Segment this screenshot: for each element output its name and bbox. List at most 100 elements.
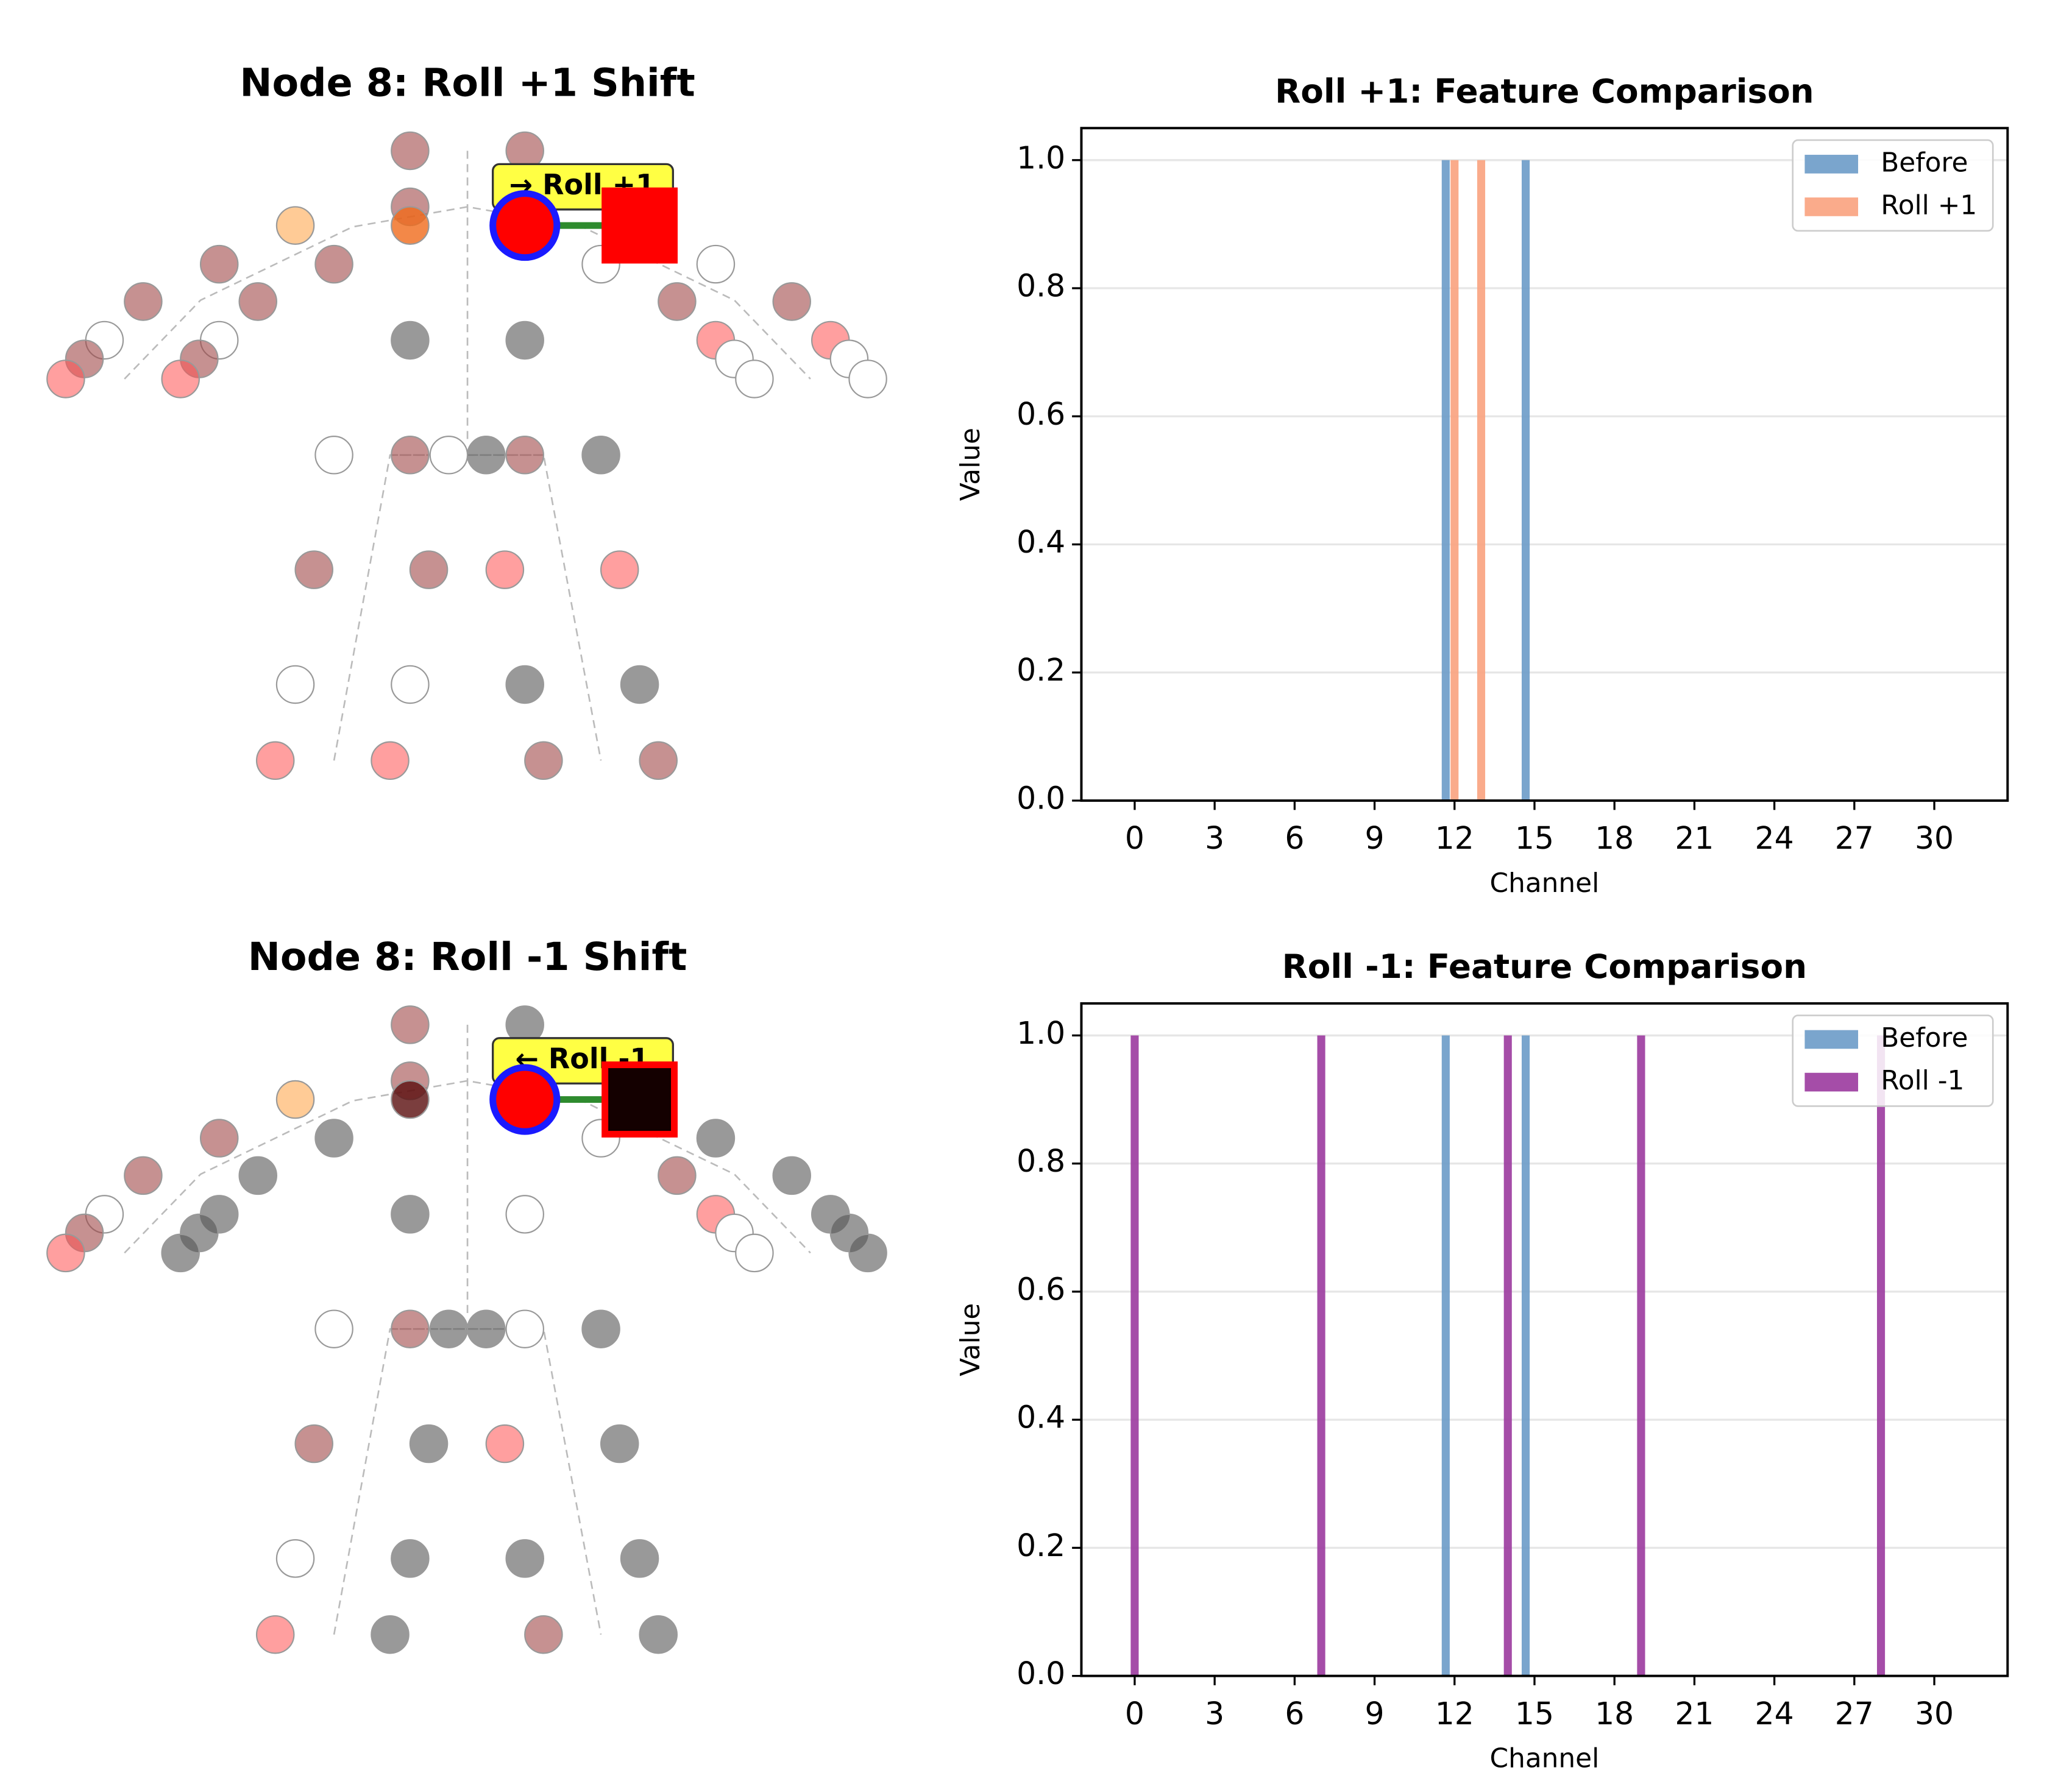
bar — [1450, 160, 1459, 801]
x-tick-label: 24 — [1755, 1696, 1794, 1732]
leg-line — [333, 1328, 602, 1635]
joint — [314, 436, 353, 475]
joint — [46, 1233, 85, 1273]
joint — [391, 1195, 430, 1234]
y-tick-label: 0.6 — [1016, 396, 1065, 432]
joint — [696, 244, 736, 284]
plot-frame — [1080, 1002, 2009, 1677]
chart-title: Roll +1: Feature Comparison — [1275, 71, 1814, 110]
x-tick-label: 30 — [1915, 820, 1954, 856]
bar — [1503, 1035, 1512, 1676]
joint — [485, 1424, 525, 1464]
joint — [505, 1309, 544, 1348]
joint — [524, 1615, 563, 1654]
joint — [391, 206, 430, 245]
x-tick-label: 3 — [1205, 1696, 1224, 1732]
chart-title: Roll -1: Feature Comparison — [1282, 947, 1807, 986]
joint — [429, 1309, 469, 1348]
joint — [391, 131, 430, 171]
legend-label: Before — [1881, 147, 1968, 178]
legend-label: Before — [1881, 1022, 1968, 1053]
x-axis-label: Channel — [1490, 1743, 1600, 1774]
y-tick-label: 0.2 — [1016, 1527, 1065, 1563]
x-tick-label: 0 — [1125, 1696, 1144, 1732]
legend-swatch — [1804, 1072, 1859, 1092]
joint — [581, 436, 620, 475]
joint — [524, 741, 563, 780]
joint — [161, 1233, 200, 1273]
joint — [409, 550, 449, 589]
joint — [255, 741, 295, 780]
joint — [429, 436, 469, 475]
y-tick-label: 0.0 — [1016, 1655, 1065, 1691]
x-tick-label: 15 — [1515, 820, 1554, 856]
x-tick-label: 27 — [1835, 1696, 1874, 1732]
bar — [1130, 1035, 1139, 1676]
legend-swatch — [1804, 155, 1859, 174]
y-tick-label: 0.2 — [1016, 652, 1065, 688]
joint — [275, 665, 315, 704]
legend-swatch — [1804, 1030, 1859, 1049]
joint — [505, 1539, 544, 1578]
y-tick-label: 0.4 — [1016, 524, 1065, 560]
bar — [1441, 160, 1450, 801]
joint — [314, 1119, 353, 1158]
joint — [238, 282, 277, 321]
joint — [600, 550, 639, 589]
x-tick-label: 9 — [1365, 820, 1385, 856]
legend-swatch — [1804, 197, 1859, 216]
joint — [124, 1156, 163, 1195]
joint — [658, 282, 697, 321]
target-node — [601, 1061, 678, 1138]
joint — [409, 1424, 449, 1464]
joint — [505, 1195, 544, 1234]
joint — [505, 665, 544, 704]
joint — [848, 1233, 887, 1273]
x-axis-label: Channel — [1490, 868, 1600, 899]
joint — [275, 1539, 315, 1578]
panel-title: Node 8: Roll +1 Shift — [239, 60, 695, 105]
x-tick-label: 21 — [1675, 1696, 1714, 1732]
arm-line — [124, 1080, 811, 1254]
x-tick-label: 9 — [1365, 1696, 1385, 1732]
joint — [581, 1309, 620, 1348]
joint — [199, 244, 239, 284]
joint — [735, 1233, 774, 1273]
y-tick-label: 1.0 — [1016, 1015, 1065, 1051]
joint — [848, 359, 887, 398]
joint — [46, 359, 85, 398]
legend-label: Roll -1 — [1881, 1065, 1964, 1096]
joint — [772, 1156, 811, 1195]
joint — [371, 741, 410, 780]
x-tick-label: 21 — [1675, 820, 1714, 856]
x-tick-label: 6 — [1285, 820, 1304, 856]
joint — [255, 1615, 295, 1654]
joint — [772, 282, 811, 321]
joint — [294, 1424, 333, 1464]
bar — [1477, 160, 1486, 801]
joint — [199, 1119, 239, 1158]
joint — [505, 320, 544, 360]
x-tick-label: 12 — [1435, 820, 1474, 856]
x-tick-label: 6 — [1285, 1696, 1304, 1732]
joint — [505, 436, 544, 475]
joint — [658, 1156, 697, 1195]
joint — [238, 1156, 277, 1195]
x-tick-label: 12 — [1435, 1696, 1474, 1732]
joint — [314, 1309, 353, 1348]
target-node — [601, 187, 678, 264]
joint — [391, 436, 430, 475]
joint — [466, 1309, 506, 1348]
source-node — [489, 190, 561, 261]
y-tick-label: 0.4 — [1016, 1400, 1065, 1435]
bar — [1521, 1035, 1530, 1676]
bar — [1637, 1035, 1645, 1676]
joint — [371, 1615, 410, 1654]
panel-title: Node 8: Roll -1 Shift — [248, 934, 687, 979]
joint — [620, 665, 659, 704]
y-axis-label: Value — [955, 1303, 986, 1376]
y-tick-label: 0.8 — [1016, 268, 1065, 304]
joint — [466, 436, 506, 475]
joint — [485, 550, 525, 589]
